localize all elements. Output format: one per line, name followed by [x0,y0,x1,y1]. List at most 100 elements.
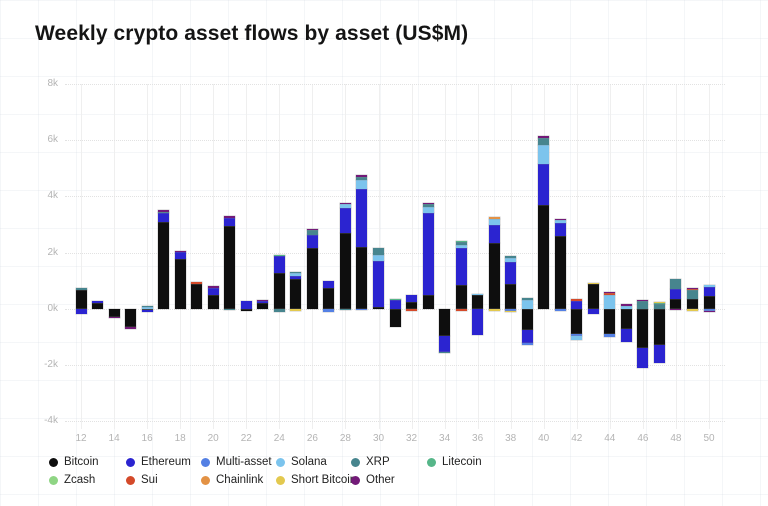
legend-item-chainlink[interactable]: Chainlink [201,474,276,486]
y-axis-tick-label: -2k [44,358,58,370]
bar-segment-solana [455,244,467,249]
x-axis-tick-label: 34 [439,433,451,444]
bar-segment-xrp [505,256,517,258]
bar-segment-xrp [653,304,665,309]
bar-segment-short-bitcoin [587,282,599,284]
bar-segment-ethereum [653,345,665,364]
bar-segment-bitcoin [670,299,682,309]
bar-segment-other [538,135,550,139]
bar-segment-solana [141,307,153,309]
bar-segment-other [339,202,351,205]
legend-item-litecoin[interactable]: Litecoin [427,456,507,468]
bar-segment-sui [455,308,467,311]
x-axis-tick-label: 28 [339,433,351,444]
bar-segment-other [356,175,368,177]
legend-label: Litecoin [442,456,482,468]
bar-segment-ethereum [158,213,170,222]
bar-segment-bitcoin [521,308,533,331]
bar-segment-bitcoin [108,308,120,317]
bar-segment-solana [521,300,533,309]
bar-segment-ethereum [257,300,269,304]
legend-swatch-icon [126,475,135,485]
bar-segment-bitcoin [554,235,566,309]
legend-item-other[interactable]: Other [351,474,427,486]
bar-segment-bitcoin [373,307,384,309]
legend-label: XRP [366,456,390,468]
bar-segment-other [703,311,715,313]
bar-segment-other [224,216,236,218]
bar-segment-bitcoin [290,279,302,309]
bar-segment-ethereum [306,235,318,249]
legend-item-solana[interactable]: Solana [276,456,351,468]
bar-segment-ethereum [323,280,335,289]
bar-segment-xrp [670,279,682,289]
x-axis-tick-label: 32 [405,433,418,444]
bar-segment-bitcoin [273,272,285,309]
bar-segment-solana [339,204,351,208]
y-axis-tick-label: 4k [47,190,58,202]
bar-segment-litecoin [455,240,467,243]
bar-segment-bitcoin [174,258,186,309]
bar-segment-ethereum [637,347,649,368]
bar-segment-other [670,308,682,311]
x-axis-tick-label: 16 [141,433,153,444]
gridline-horizontal [65,84,725,85]
bar-segment-ethereum [273,255,285,273]
bar-segment-solana [290,273,302,276]
legend-swatch-icon [49,475,58,485]
bar-segment-xrp [521,298,533,301]
gridline-horizontal [65,196,725,198]
bar-segment-xrp [273,308,285,313]
legend-swatch-icon [201,475,210,485]
bar-segment-ethereum [389,300,401,309]
legend-swatch-icon [276,475,285,485]
x-axis-tick-label: 24 [273,433,285,444]
bar-segment-multi-asset [356,308,368,311]
bar-segment-xrp [158,211,170,214]
bar-segment-bitcoin [653,308,665,346]
x-axis-tick-label: 20 [207,433,219,444]
legend-label: Ethereum [141,456,191,468]
bar-segment-bitcoin [75,289,87,309]
bar-segment-sui [687,289,698,291]
legend-label: Bitcoin [64,456,99,468]
bar-segment-ethereum [670,289,682,300]
bar-segment-bitcoin [604,308,616,334]
legend-item-ethereum[interactable]: Ethereum [126,456,201,468]
bar-segment-ethereum [505,262,517,285]
bar-segment-bitcoin [538,205,550,309]
x-axis-tick-label: 12 [75,433,87,444]
legend-item-xrp[interactable]: XRP [351,456,427,468]
bar-segment-multi-asset [323,308,335,313]
bar-segment-litecoin [273,254,285,256]
bar-segment-bitcoin [207,295,219,309]
bar-segment-bitcoin [339,232,351,309]
legend-item-multi-asset[interactable]: Multi-asset [201,456,276,468]
legend-item-short-bitcoin[interactable]: Short Bitcoin [276,474,356,486]
bar-segment-other [687,288,698,290]
bar-segment-other [174,251,186,253]
legend-item-zcash[interactable]: Zcash [49,474,126,486]
gridline-vertical [147,84,149,429]
bar-segment-bitcoin [620,308,632,329]
bar-segment-bitcoin [389,308,401,327]
x-axis-tick-label: 48 [670,433,682,444]
bar-segment-bitcoin [505,284,517,309]
bar-segment-short-bitcoin [653,301,665,304]
legend-label: Multi-asset [216,456,272,468]
bar-segment-bitcoin [92,303,103,309]
gridline-vertical [213,84,215,429]
bar-segment-xrp [439,351,451,354]
bar-segment-ethereum [703,286,715,297]
gridline-horizontal [65,252,725,254]
bar-segment-xrp [637,300,649,309]
gridline-vertical [675,84,677,429]
legend-item-sui[interactable]: Sui [126,474,201,486]
bar-segment-ethereum [472,308,484,336]
x-axis-tick-label: 42 [571,433,583,444]
bar-segment-ethereum [521,330,533,343]
legend-item-bitcoin[interactable]: Bitcoin [49,456,126,468]
bar-segment-multi-asset [703,308,715,312]
bar-segment-other [207,285,219,288]
bar-segment-other [637,299,649,301]
